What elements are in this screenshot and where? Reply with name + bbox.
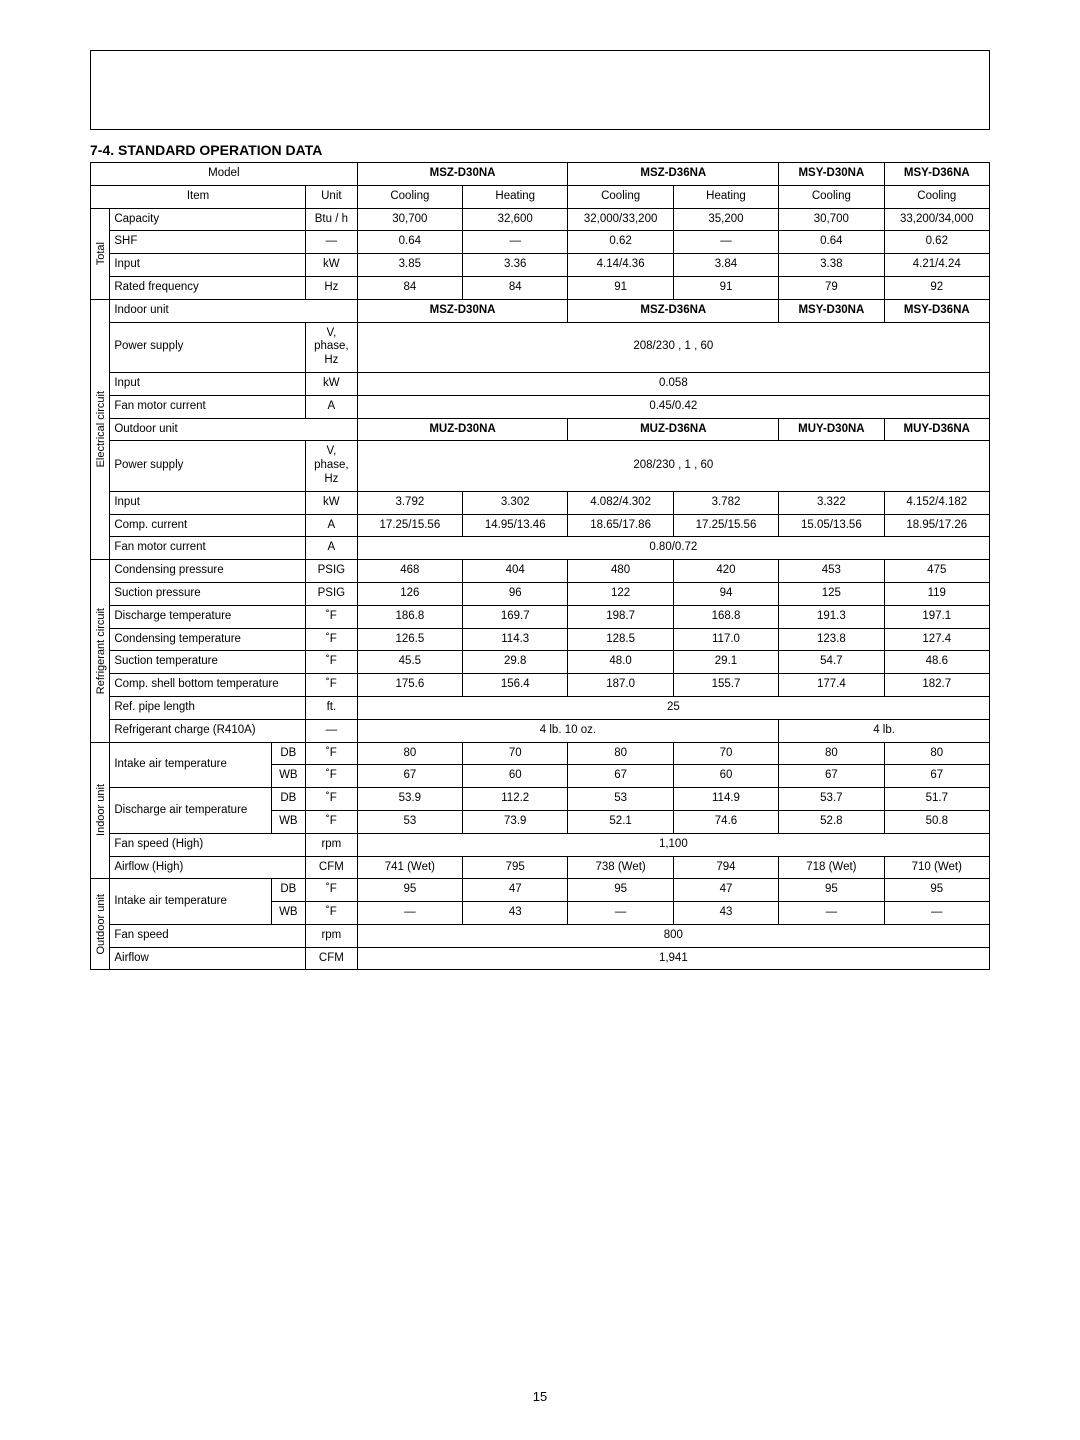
table-row: Fan speed (High) rpm 1,100 (91, 833, 990, 856)
table-row: Outdoor unit MUZ-D30NA MUZ-D36NA MUY-D30… (91, 418, 990, 441)
model-header: Model (91, 163, 358, 186)
section-heading: 7-4. STANDARD OPERATION DATA (90, 142, 990, 158)
page-number: 15 (0, 1389, 1080, 1404)
header-box (90, 50, 990, 130)
table-row: Input kW 0.058 (91, 372, 990, 395)
table-row: Electrical circuit Indoor unit MSZ-D30NA… (91, 299, 990, 322)
table-row: Fan motor current A 0.45/0.42 (91, 395, 990, 418)
group-indoor: Indoor unit (91, 742, 110, 879)
table-row: SHF — 0.64— 0.62— 0.640.62 (91, 231, 990, 254)
table-row: Comp. current A 17.25/15.5614.95/13.46 1… (91, 514, 990, 537)
group-elec: Electrical circuit (91, 299, 110, 559)
table-row: Rated frequency Hz 8484 9191 7992 (91, 276, 990, 299)
table-row: Airflow CFM 1,941 (91, 947, 990, 970)
group-refr: Refrigerant circuit (91, 560, 110, 742)
col-msz30: MSZ-D30NA (357, 163, 568, 186)
unit-header: Unit (306, 185, 358, 208)
operation-data-table: Model MSZ-D30NA MSZ-D36NA MSY-D30NA MSY-… (90, 162, 990, 970)
col-msz36: MSZ-D36NA (568, 163, 779, 186)
table-row: Airflow (High) CFM 741 (Wet)795 738 (Wet… (91, 856, 990, 879)
table-row: Discharge temperature ˚F 186.8169.7 198.… (91, 605, 990, 628)
table-row: Input kW 3.7923.302 4.082/4.3023.782 3.3… (91, 491, 990, 514)
table-row: Fan speed rpm 800 (91, 924, 990, 947)
table-row: Item Unit Cooling Heating Cooling Heatin… (91, 185, 990, 208)
table-row: Input kW 3.853.36 4.14/4.363.84 3.384.21… (91, 254, 990, 277)
table-row: Comp. shell bottom temperature ˚F 175.61… (91, 674, 990, 697)
group-outdoor: Outdoor unit (91, 879, 110, 970)
table-row: Power supply V, phase, Hz 208/230 , 1 , … (91, 322, 990, 372)
table-row: Ref. pipe length ft. 25 (91, 696, 990, 719)
item-header: Item (91, 185, 306, 208)
table-row: Refrigerant charge (R410A) — 4 lb. 10 oz… (91, 719, 990, 742)
table-row: Total Capacity Btu / h 30,700 32,600 32,… (91, 208, 990, 231)
table-row: Outdoor unit Intake air temperature DB ˚… (91, 879, 990, 902)
table-row: Model MSZ-D30NA MSZ-D36NA MSY-D30NA MSY-… (91, 163, 990, 186)
col-msy36: MSY-D36NA (884, 163, 989, 186)
group-total: Total (91, 208, 110, 299)
col-msy30: MSY-D30NA (779, 163, 884, 186)
table-row: Indoor unit Intake air temperature DB ˚F… (91, 742, 990, 765)
table-row: Power supply V, phase, Hz 208/230 , 1 , … (91, 441, 990, 491)
table-row: Discharge air temperature DB ˚F 53.9112.… (91, 788, 990, 811)
table-row: Suction temperature ˚F 45.529.8 48.029.1… (91, 651, 990, 674)
table-row: Condensing temperature ˚F 126.5114.3 128… (91, 628, 990, 651)
table-row: Fan motor current A 0.80/0.72 (91, 537, 990, 560)
table-row: Suction pressure PSIG 12696 12294 125119 (91, 582, 990, 605)
table-row: Refrigerant circuit Condensing pressure … (91, 560, 990, 583)
